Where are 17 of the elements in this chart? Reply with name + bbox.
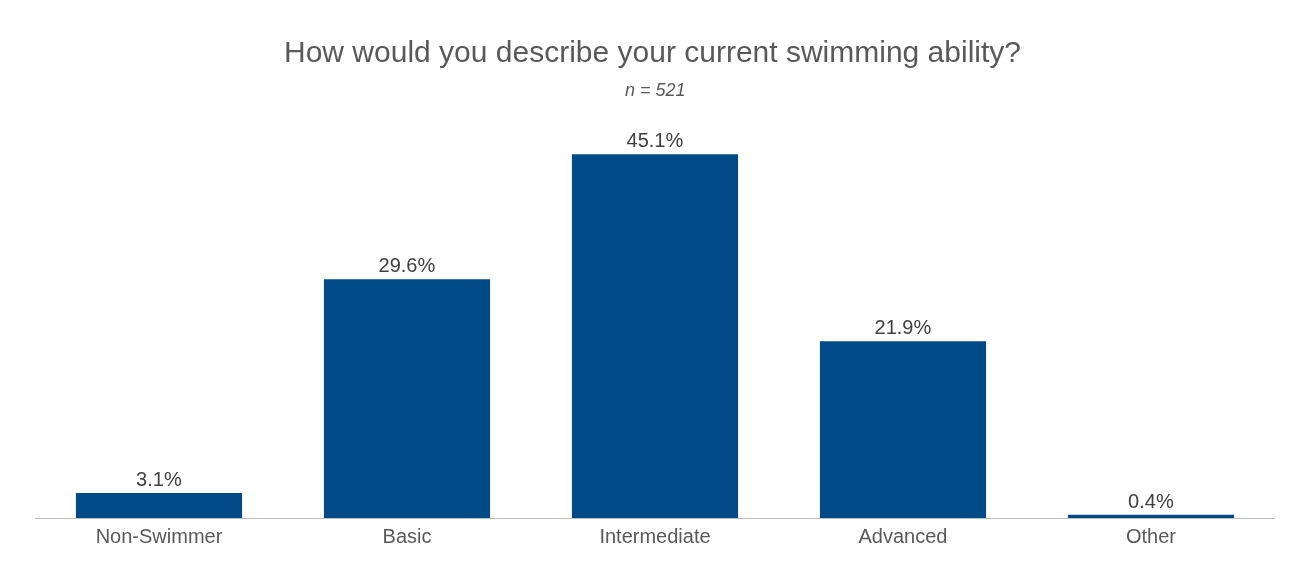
bar: [323, 279, 491, 518]
x-tick-label: Other: [1125, 525, 1177, 547]
data-label: 45.1%: [626, 129, 684, 152]
data-label: 21.9%: [874, 316, 932, 339]
chart-title: How would you describe your current swimming ability?: [284, 35, 1021, 69]
data-label: 29.6%: [378, 254, 436, 277]
x-tick-label: Basic: [382, 525, 432, 547]
x-tick-label: Non-Swimmer: [95, 525, 223, 547]
bar: [75, 492, 243, 518]
chart-subtitle: n = 521: [625, 80, 686, 100]
bar: [819, 341, 987, 518]
bar: [1067, 514, 1235, 518]
data-label: 0.4%: [1128, 489, 1174, 512]
x-tick-label: Intermediate: [599, 525, 711, 547]
data-label: 3.1%: [136, 467, 182, 490]
x-tick-label: Advanced: [858, 525, 948, 547]
bar: [571, 154, 739, 518]
